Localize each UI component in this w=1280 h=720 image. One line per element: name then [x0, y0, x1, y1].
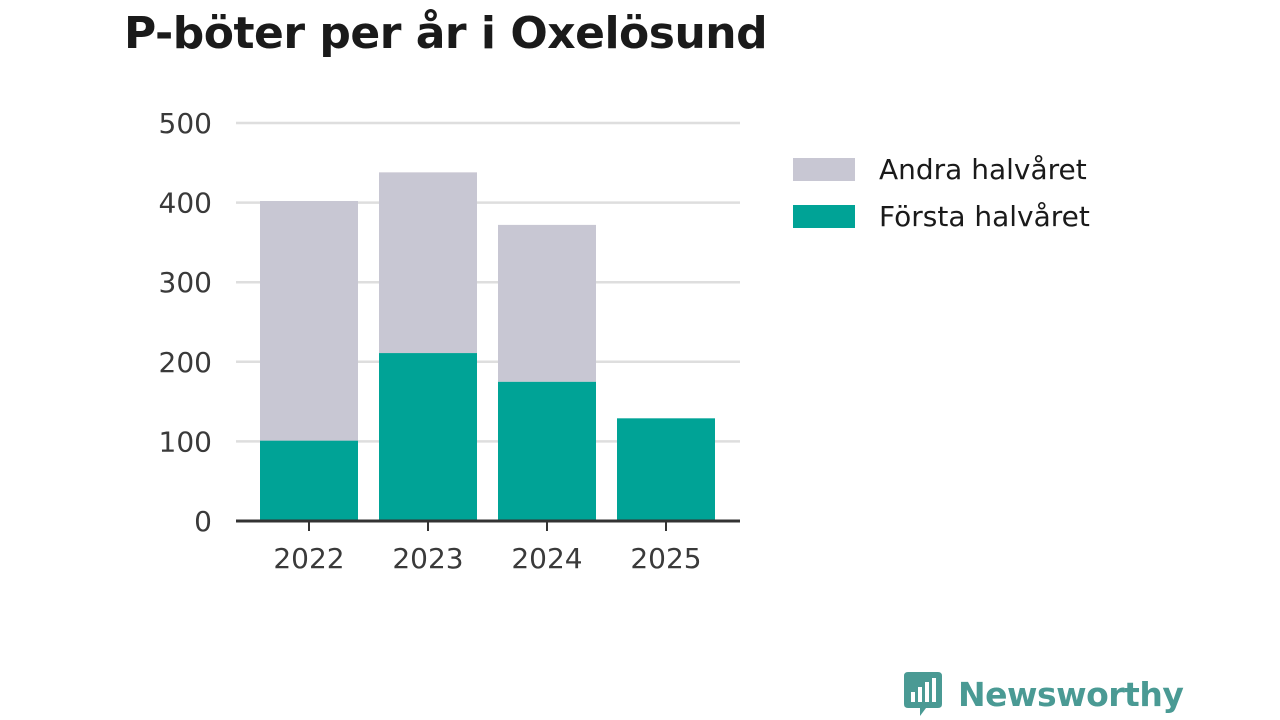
legend-label-andra: Andra halvåret [879, 153, 1087, 186]
x-tick-label: 2022 [273, 542, 344, 575]
legend-swatch-andra [793, 158, 855, 181]
y-tick-label: 300 [159, 266, 212, 299]
x-tick-label: 2023 [392, 542, 463, 575]
legend-item-forsta: Första halvåret [793, 193, 1090, 240]
legend: Andra halvåret Första halvåret [793, 146, 1090, 240]
legend-swatch-forsta [793, 205, 855, 228]
y-tick-label: 200 [159, 346, 212, 379]
bar-chart-speech-bubble-icon [904, 672, 942, 716]
x-axis: 2022 2023 2024 2025 [236, 519, 740, 575]
bar-forsta-2023 [379, 353, 477, 521]
y-axis-ticks: 0 100 200 300 400 500 [159, 107, 212, 538]
bar-forsta-2025 [617, 418, 715, 521]
bars [260, 172, 715, 521]
x-tick-label: 2024 [511, 542, 582, 575]
legend-label-forsta: Första halvåret [879, 200, 1090, 233]
bar-andra-2023 [379, 172, 477, 354]
y-tick-label: 100 [159, 425, 212, 458]
bar-forsta-2022 [260, 440, 358, 521]
x-tick-label: 2025 [630, 542, 701, 575]
y-tick-label: 500 [159, 107, 212, 140]
bar-andra-2022 [260, 201, 358, 441]
y-tick-label: 0 [194, 505, 212, 538]
legend-item-andra: Andra halvåret [793, 146, 1090, 193]
y-tick-label: 400 [159, 187, 212, 220]
brand-name: Newsworthy [958, 674, 1184, 714]
bar-andra-2024 [498, 224, 596, 382]
bar-forsta-2024 [498, 381, 596, 521]
brand-logo: Newsworthy [902, 670, 1184, 718]
chart-title: P-böter per år i Oxelösund [124, 8, 768, 59]
